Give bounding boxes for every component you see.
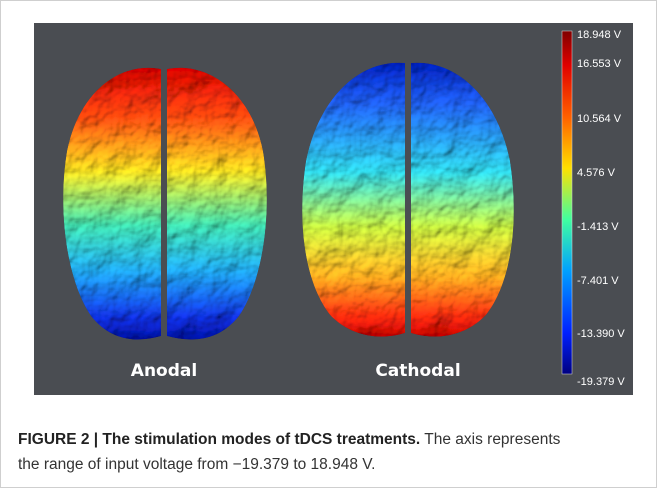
brain-cathodal (302, 62, 514, 337)
colorbar-tick: -13.390 V (577, 328, 625, 340)
caption: FIGURE 2 | The stimulation modes of tDCS… (18, 427, 578, 477)
label: Cathodal (375, 361, 460, 381)
brain-anodal (63, 67, 267, 340)
caption-label: FIGURE 2 | The stimulation modes of tDCS… (18, 431, 421, 448)
colorbar-tick: 10.564 V (577, 113, 622, 125)
colorbar-tick: 18.948 V (577, 29, 622, 41)
colorbar-tick: -7.401 V (577, 275, 619, 287)
caption-text: The axis represents the range of input v… (18, 431, 561, 473)
colorbar-tick: -1.413 V (577, 221, 619, 233)
label: Anodal (131, 361, 197, 381)
colorbar (561, 30, 573, 375)
figure: Anodal Cathodal 18.948 V 16.553 V 10.564… (34, 23, 633, 395)
colorbar-tick: -19.379 V (577, 376, 625, 388)
colorbar-tick: 4.576 V (577, 167, 616, 179)
colorbar-tick: 16.553 V (577, 58, 622, 70)
